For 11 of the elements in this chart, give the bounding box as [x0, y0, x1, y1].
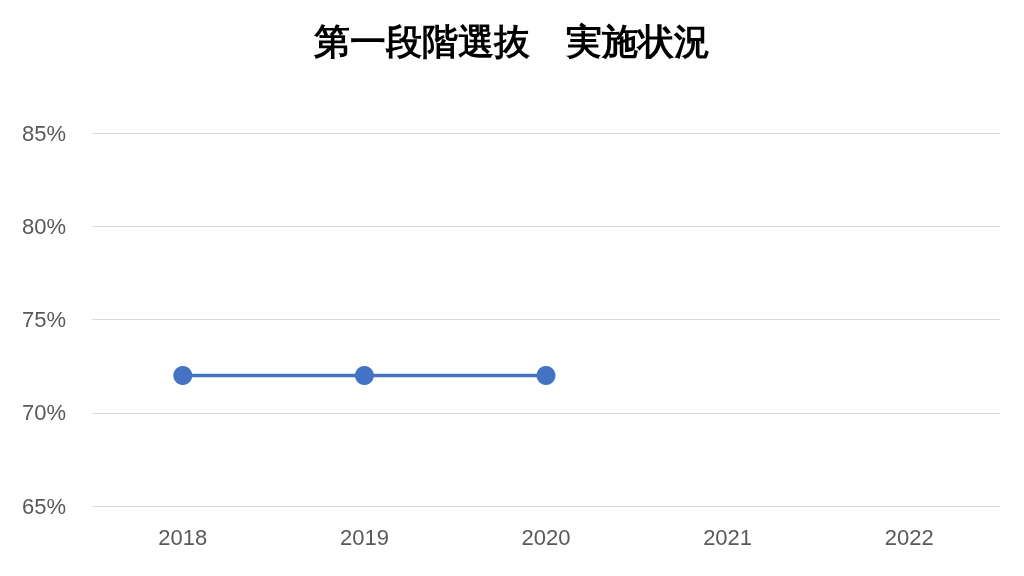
y-tick-label: 80%: [21, 213, 66, 239]
x-tick-label: 2021: [703, 524, 753, 550]
chart-title: 第一段階選抜 実施状況: [313, 20, 710, 62]
x-tick-label: 2019: [339, 524, 389, 550]
x-tick-label: 2018: [158, 524, 208, 550]
y-tick-label: 70%: [21, 400, 66, 426]
x-tick-label: 2022: [884, 524, 934, 550]
y-tick-label: 85%: [21, 120, 66, 146]
y-tick-label: 65%: [21, 493, 66, 519]
x-tick-label: 2020: [521, 524, 571, 550]
y-tick-label: 75%: [21, 307, 66, 332]
